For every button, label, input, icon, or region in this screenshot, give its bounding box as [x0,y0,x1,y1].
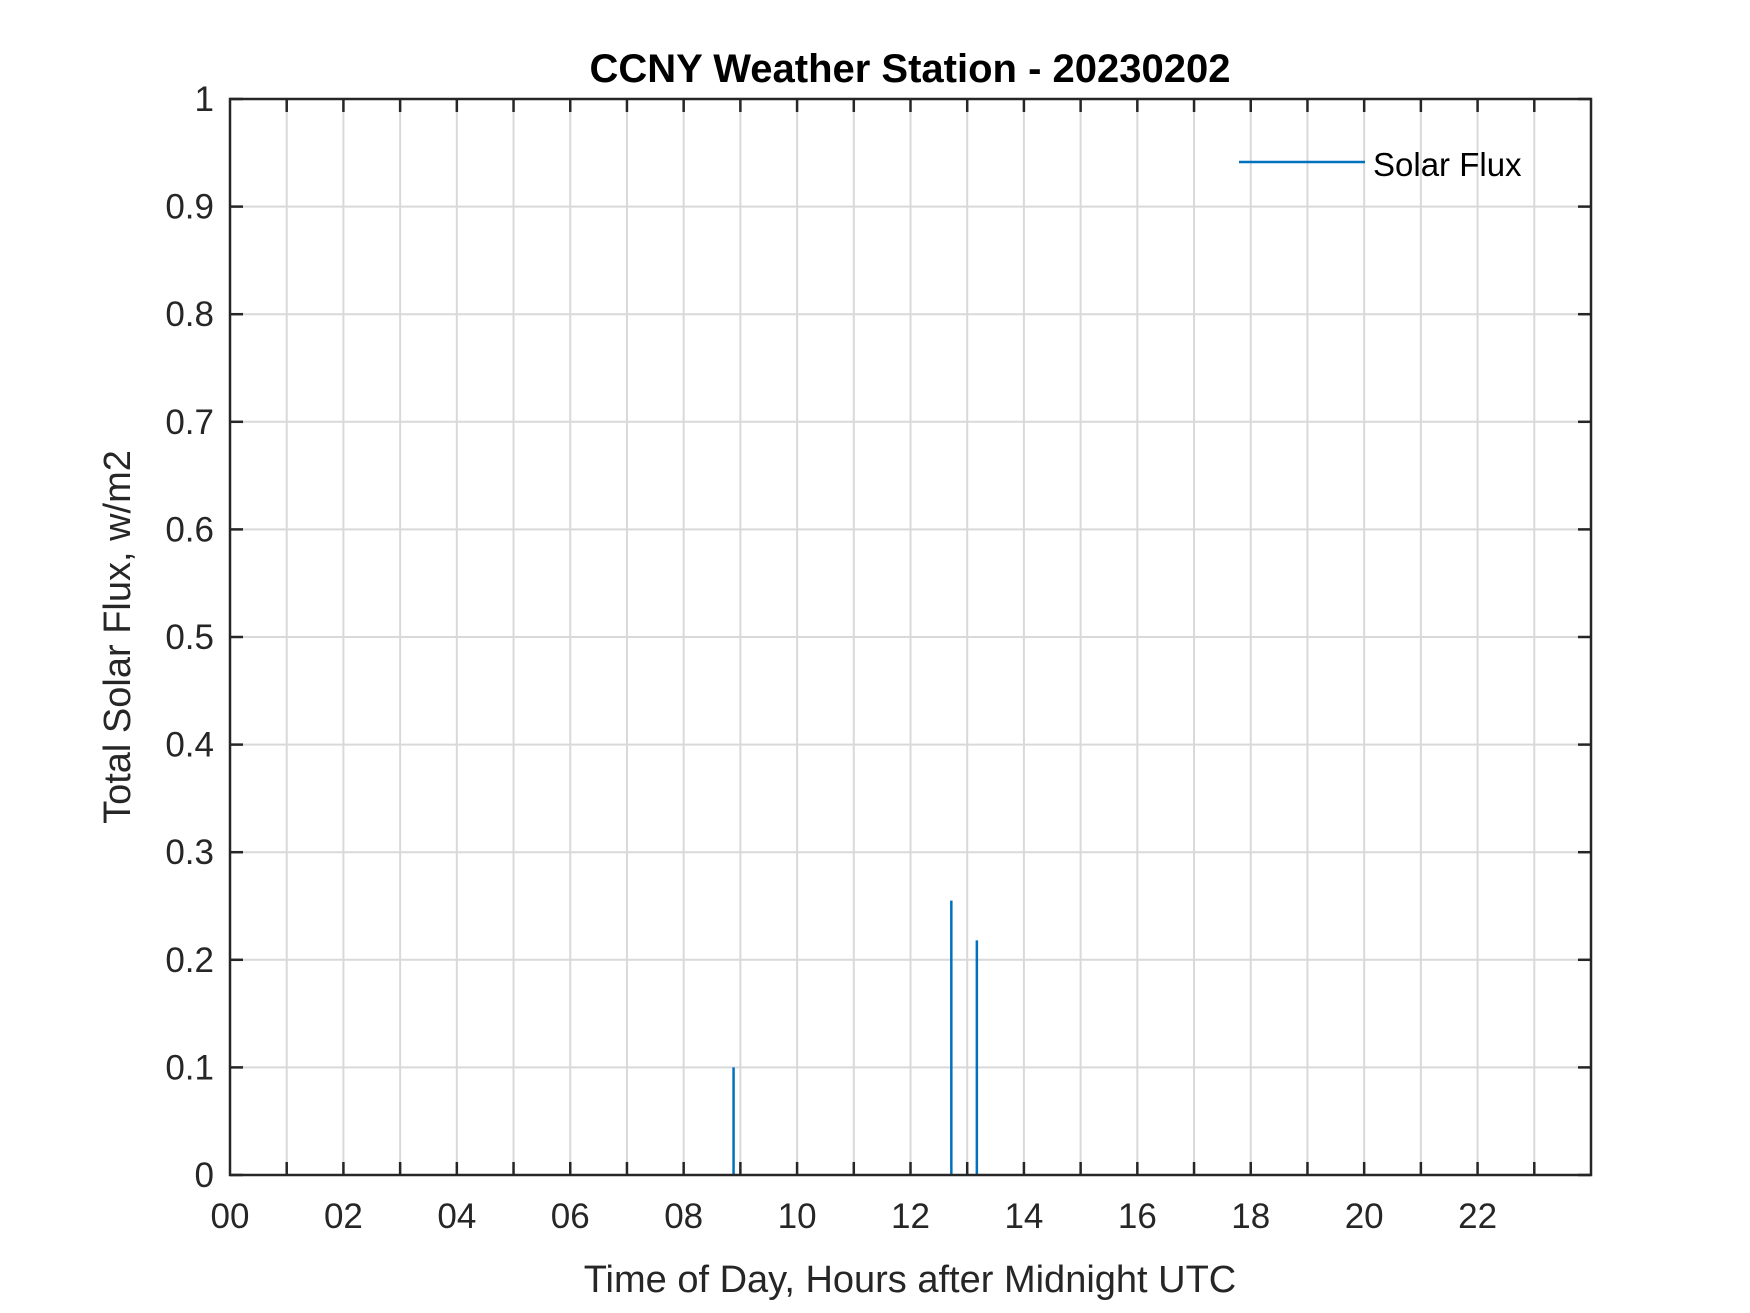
y-axis-label: Total Solar Flux, w/m2 [97,450,139,824]
x-tick-label: 22 [1458,1197,1497,1236]
y-tick-label: 0.2 [165,941,214,980]
y-tick-label: 0.4 [165,726,214,765]
y-tick-label: 0.6 [165,510,214,549]
grid [230,99,1591,1175]
y-tick-label: 0.3 [165,833,214,872]
x-axis-label: Time of Day, Hours after Midnight UTC [584,1259,1237,1301]
x-tick-label: 02 [324,1197,363,1236]
y-tick-label: 0.9 [165,188,214,227]
x-tick-label: 08 [664,1197,703,1236]
x-tick-label: 04 [437,1197,476,1236]
x-tick-label: 20 [1345,1197,1384,1236]
y-tick-label: 0.5 [165,618,214,657]
chart-title: CCNY Weather Station - 20230202 [590,47,1231,91]
x-tick-label: 16 [1118,1197,1157,1236]
x-tick-label: 10 [778,1197,817,1236]
x-tick-label: 14 [1004,1197,1043,1236]
y-tick-label: 0.8 [165,295,214,334]
y-tick-label: 0.7 [165,403,214,442]
legend-label-solar-flux: Solar Flux [1373,146,1522,183]
x-tick-label: 00 [211,1197,250,1236]
series-layer [732,900,979,1175]
x-tick-label: 12 [891,1197,930,1236]
y-tick-labels: 0 0.1 0.2 0.3 0.4 0.5 0.6 0.7 0.8 0.9 1 [165,80,214,1195]
x-tick-labels: 00 02 04 06 08 10 12 14 16 18 20 22 [211,1197,1498,1236]
legend: Solar Flux [1239,146,1522,183]
plot-box [228,97,1593,1177]
y-tick-label: 0 [195,1156,214,1195]
x-tick-label: 06 [551,1197,590,1236]
tick-marks [230,97,1591,1177]
x-tick-label: 18 [1231,1197,1270,1236]
y-tick-label: 0.1 [165,1048,214,1087]
y-tick-label: 1 [195,80,214,119]
